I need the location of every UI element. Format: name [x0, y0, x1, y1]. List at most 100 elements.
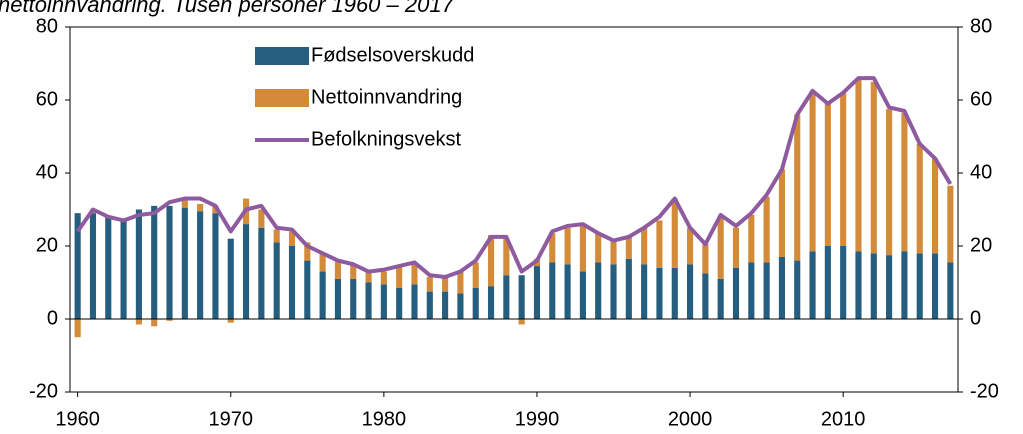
bar — [855, 79, 862, 252]
y-tick-label: 80 — [36, 15, 58, 37]
bar — [931, 253, 939, 319]
bar — [380, 271, 387, 285]
bar — [334, 278, 341, 319]
bar — [763, 262, 770, 319]
y2-tick-label: -20 — [970, 380, 999, 402]
bar — [350, 278, 357, 319]
bar — [794, 260, 801, 319]
bar — [748, 214, 755, 263]
bar — [886, 255, 893, 319]
legend-label: Nettoinnvandring — [311, 86, 462, 108]
bar — [365, 271, 372, 283]
bar — [687, 264, 694, 319]
y2-tick-label: 40 — [970, 161, 992, 183]
x-tick-label: 1980 — [362, 408, 407, 430]
bar — [105, 216, 112, 319]
x-tick-label: 2000 — [668, 408, 713, 430]
bar — [656, 267, 663, 319]
bar — [870, 81, 877, 254]
bar — [824, 103, 831, 247]
bar — [916, 253, 923, 319]
bar — [457, 293, 464, 319]
bar — [288, 246, 296, 319]
bar — [89, 213, 97, 319]
bar — [411, 262, 418, 285]
bar — [809, 251, 816, 319]
bar — [243, 224, 250, 319]
bar — [625, 236, 632, 259]
bar — [564, 264, 571, 319]
bar — [380, 284, 387, 319]
bar — [748, 262, 755, 319]
bar — [197, 211, 204, 319]
bar — [151, 205, 158, 319]
bar — [350, 264, 357, 279]
bar — [304, 260, 311, 319]
bar — [717, 216, 724, 279]
bar — [197, 204, 204, 212]
chart-title: nettoinnvandring. Tusen personer 1960 – … — [0, 0, 455, 17]
bar — [426, 291, 433, 319]
bar — [671, 198, 678, 268]
y-tick-label: 0 — [47, 307, 58, 329]
bar — [426, 277, 433, 292]
bar — [227, 238, 234, 319]
bar — [319, 271, 326, 319]
bar — [442, 291, 449, 319]
bar — [809, 90, 816, 252]
bar — [442, 277, 449, 292]
bar — [518, 275, 525, 319]
bar — [687, 227, 694, 265]
bar — [396, 266, 403, 288]
bar — [166, 205, 173, 319]
x-tick-label: 1990 — [515, 408, 560, 430]
bar — [671, 267, 678, 319]
bar — [641, 264, 648, 319]
legend-label: Befolkningsvekst — [311, 128, 462, 150]
x-tick-label: 1960 — [55, 408, 100, 430]
bar — [227, 319, 234, 323]
bar — [855, 251, 862, 319]
bar — [840, 92, 847, 246]
bar — [595, 262, 602, 319]
bar — [794, 114, 801, 261]
bar — [595, 233, 602, 263]
bar — [273, 229, 280, 243]
bar — [732, 267, 740, 319]
bar — [641, 227, 648, 265]
y-tick-label: -20 — [29, 380, 58, 402]
bar — [931, 158, 939, 254]
bar — [717, 278, 724, 319]
bar — [870, 253, 877, 319]
bar — [181, 200, 188, 208]
bar — [824, 246, 831, 319]
bar — [503, 238, 510, 276]
bar — [702, 273, 709, 319]
bar — [74, 213, 81, 319]
bar — [258, 209, 265, 228]
legend-swatch — [255, 89, 309, 107]
y-tick-label: 40 — [36, 161, 58, 183]
bar — [319, 253, 326, 272]
bar — [533, 266, 541, 319]
plot-frame — [69, 26, 959, 393]
bar — [579, 271, 586, 319]
bar — [916, 143, 923, 254]
y2-tick-label: 20 — [970, 234, 992, 256]
bar — [732, 227, 740, 268]
y-tick-label: 20 — [36, 234, 58, 256]
y2-tick-label: 0 — [970, 307, 981, 329]
bar — [947, 262, 954, 319]
bar — [840, 246, 847, 319]
bar — [549, 262, 556, 319]
bar — [610, 238, 617, 265]
y2-tick-label: 80 — [970, 15, 992, 37]
bar — [549, 233, 556, 263]
bar — [288, 231, 296, 246]
bar — [457, 271, 464, 294]
bar — [166, 319, 173, 321]
legend-label: Fødselsoverskudd — [311, 44, 474, 66]
bar — [947, 185, 954, 263]
